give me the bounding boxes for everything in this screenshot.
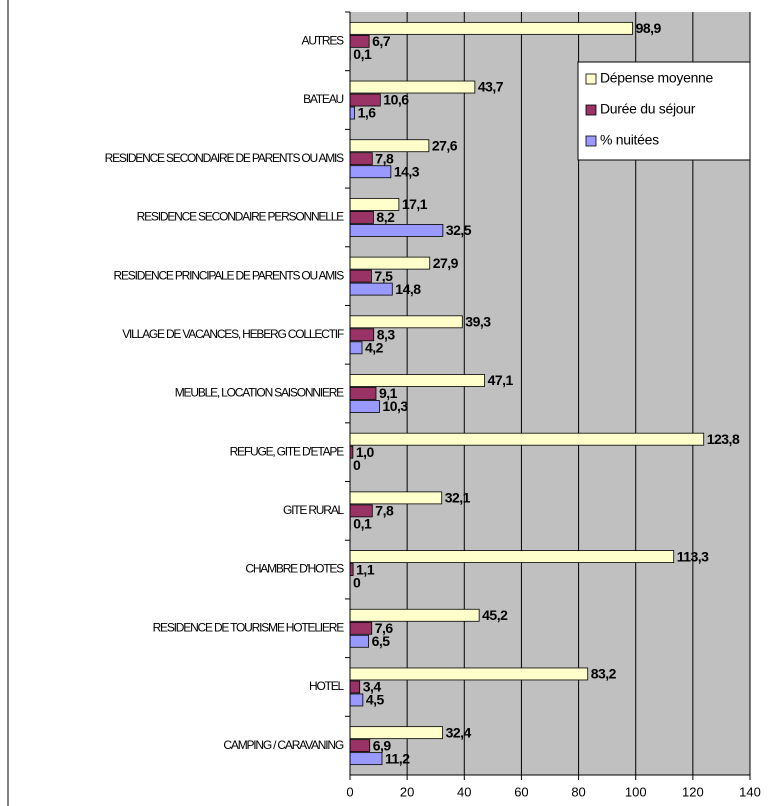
data-label: 17,1 <box>402 196 428 212</box>
x-tick-label: 40 <box>457 784 471 799</box>
bar <box>349 211 374 224</box>
data-label: 7,8 <box>375 503 394 519</box>
x-tick-label: 60 <box>514 784 528 799</box>
data-label: 0,1 <box>353 516 372 532</box>
data-label: 10,6 <box>383 92 409 108</box>
bar <box>349 491 443 505</box>
x-tick-label: 80 <box>571 784 585 799</box>
bar <box>349 680 361 694</box>
data-label: 123,8 <box>707 431 740 447</box>
bar <box>349 432 705 446</box>
data-label: 4,5 <box>366 692 385 708</box>
legend-label: % nuitées <box>600 132 659 148</box>
y-tick-label: RESIDENCE SECONDAIRE PERSONNELLE <box>137 210 345 224</box>
data-label: 0 <box>353 574 361 590</box>
x-tick-label: 0 <box>346 784 353 799</box>
bar <box>349 152 373 166</box>
bar <box>349 550 675 563</box>
data-label: 14,3 <box>394 163 420 179</box>
data-label: 1,1 <box>356 561 375 577</box>
data-label: 11,2 <box>385 750 410 766</box>
bar <box>349 21 633 35</box>
legend-box <box>577 61 751 161</box>
bar <box>349 634 369 648</box>
data-label: 14,8 <box>395 281 421 297</box>
bar <box>349 269 372 283</box>
y-tick-label: VILLAGE DE VACANCES, HEBERG COLLECTIF <box>122 327 344 341</box>
y-tick-label: MEUBLE, LOCATION SAISONNIERE <box>175 386 344 400</box>
bar <box>349 739 371 753</box>
data-label: 83,2 <box>591 666 617 682</box>
data-label: 9,1 <box>379 385 398 401</box>
data-label: 27,9 <box>433 255 459 271</box>
y-tick-label: RESIDENCE DE TOURISME HOTELIERE <box>153 620 345 634</box>
bar <box>349 621 373 635</box>
data-label: 32,1 <box>445 490 471 506</box>
bar <box>349 315 463 329</box>
bar <box>349 341 363 355</box>
bar <box>349 282 393 296</box>
data-label: 8,2 <box>376 209 395 225</box>
x-tick-label: 120 <box>682 784 704 799</box>
data-label: 7,8 <box>375 150 394 166</box>
data-label: 6,5 <box>372 633 391 649</box>
bar <box>349 667 589 681</box>
y-tick-label: HOTEL <box>309 679 345 693</box>
data-label: 45,2 <box>482 607 508 623</box>
data-label: 32,5 <box>446 222 472 238</box>
data-label: 0 <box>353 457 361 473</box>
data-label: 47,1 <box>488 372 514 388</box>
data-label: 8,3 <box>377 327 396 343</box>
bar <box>349 224 444 237</box>
y-tick-label: REFUGE, GITE D'ETAPE <box>230 444 345 458</box>
bar <box>349 80 476 94</box>
bar <box>349 608 480 622</box>
data-label: 113,3 <box>677 548 709 564</box>
bar <box>349 693 364 707</box>
data-label: 7,5 <box>374 268 393 284</box>
data-label: 27,6 <box>432 137 458 153</box>
data-label: 98,9 <box>636 20 662 36</box>
y-tick-label: CAMPING / CARAVANING <box>223 738 343 752</box>
data-label: 39,3 <box>465 314 491 330</box>
legend-label: Durée du séjour <box>600 101 696 117</box>
legend-swatch <box>585 135 597 147</box>
data-label: 0,1 <box>353 46 372 62</box>
data-label: 6,7 <box>372 33 391 49</box>
x-tick-label: 100 <box>625 784 647 799</box>
bar <box>349 387 377 400</box>
legend-label: Dépense moyenne <box>600 70 714 86</box>
data-label: 10,3 <box>382 398 408 414</box>
y-tick-label: RESIDENCE PRINCIPALE DE PARENTS OU AMIS <box>114 268 345 282</box>
data-label: 43,7 <box>478 79 504 95</box>
legend-swatch <box>585 104 597 116</box>
bar <box>349 165 392 179</box>
data-label: 3,4 <box>363 679 382 695</box>
bar <box>349 374 485 387</box>
x-tick-label: 140 <box>739 784 761 799</box>
y-tick-label: CHAMBRE D'HOTES <box>245 562 344 576</box>
data-label: 1,0 <box>356 444 375 460</box>
x-tick-label: 20 <box>400 784 414 799</box>
bar <box>349 400 380 413</box>
bar <box>349 726 443 740</box>
data-label: 7,6 <box>375 620 394 636</box>
data-label: 32,4 <box>446 724 472 740</box>
legend-swatch <box>585 73 597 85</box>
y-tick-label: AUTRES <box>302 34 345 48</box>
y-tick-label: GITE RURAL <box>283 503 345 517</box>
data-label: 4,2 <box>365 340 384 356</box>
data-label: 6,9 <box>373 737 392 753</box>
y-tick-label: BATEAU <box>303 92 343 106</box>
y-tick-label: RESIDENCE SECONDAIRE DE PARENTS OU AMIS <box>105 151 345 165</box>
data-label: 1,6 <box>358 105 377 121</box>
bar <box>349 106 355 120</box>
bar <box>349 752 383 766</box>
